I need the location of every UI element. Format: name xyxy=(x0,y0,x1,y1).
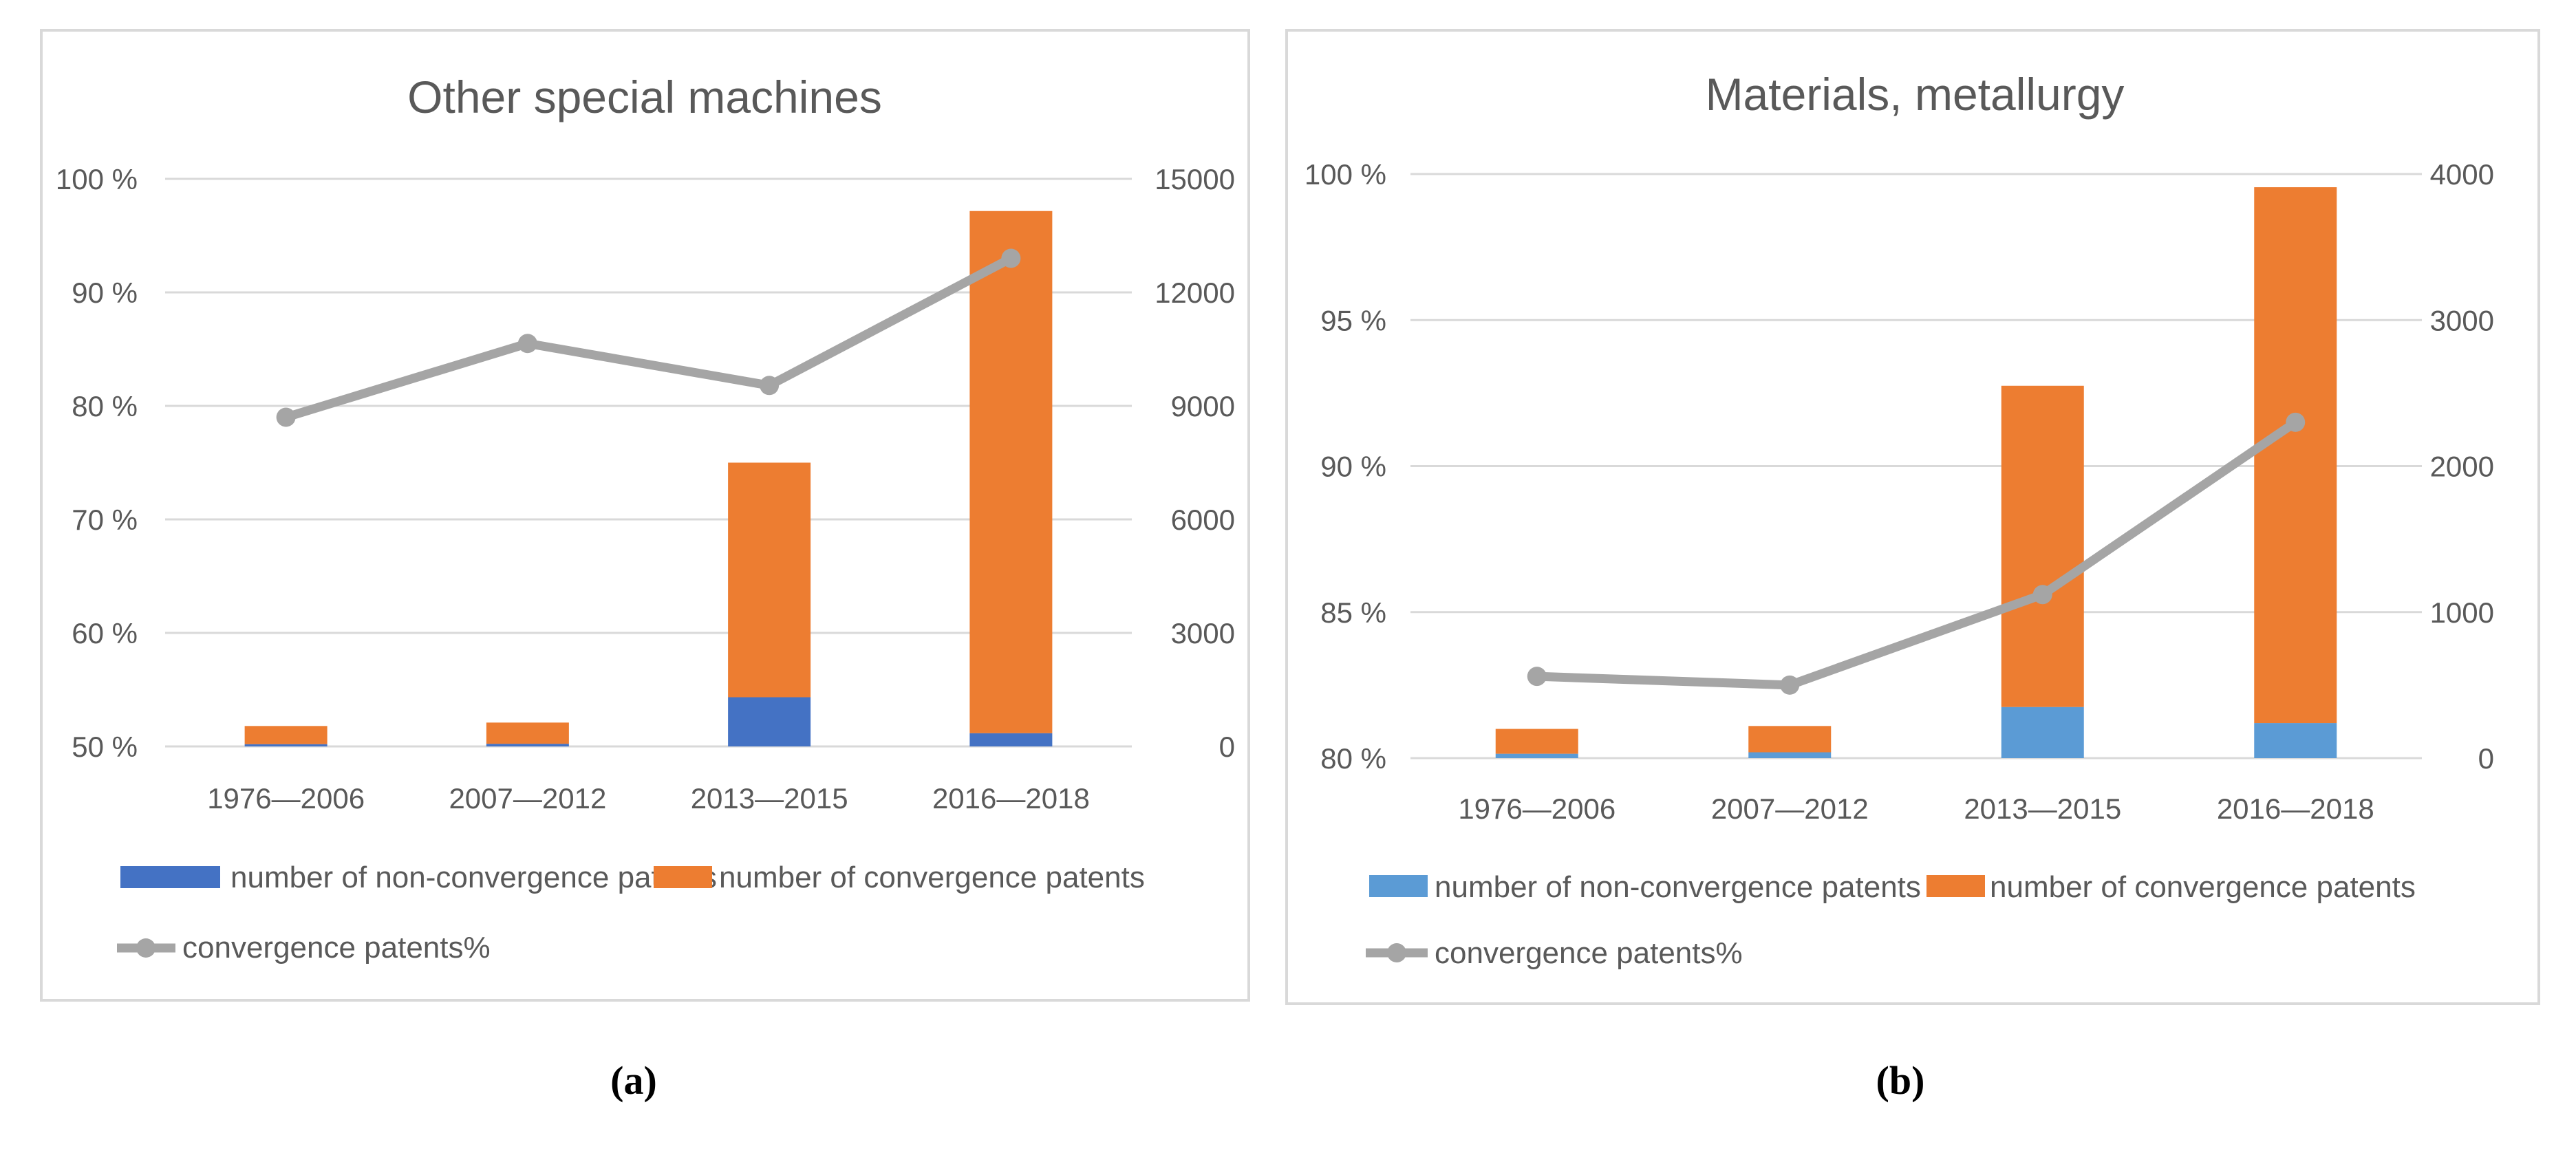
x-axis-ticks-a: 1976—2006 2007—2012 2013—2015 2016—2018 xyxy=(207,782,1090,815)
left-tick-label-b: 95 % xyxy=(1320,304,1386,336)
legend-label-line-b: convergence patents% xyxy=(1435,936,1743,970)
chart-frame-b xyxy=(1285,29,2540,1005)
line-point-a xyxy=(276,407,296,427)
line-point-a xyxy=(760,376,780,396)
right-tick-label-b: 3000 xyxy=(2430,304,2494,336)
legend-a: number of non-convergence patents number… xyxy=(117,861,1145,965)
left-tick-label-a: 100 % xyxy=(56,163,138,195)
right-tick-label-a: 3000 xyxy=(1171,617,1235,649)
x-tick-label-a: 2016—2018 xyxy=(932,782,1090,815)
line-point-b xyxy=(1780,675,1800,695)
bar-non-convergence-a xyxy=(244,744,328,746)
left-tick-label-a: 50 % xyxy=(72,731,138,763)
chart-frame-a xyxy=(40,29,1250,1002)
line-path-b xyxy=(1536,418,2298,690)
x-tick-label-a: 2013—2015 xyxy=(691,782,848,815)
line-series-a xyxy=(276,248,1021,427)
chart-panel-a: Other special machines 50 % 60 % 70 % 80 % 9… xyxy=(40,29,1250,1103)
line-point-b xyxy=(1527,667,1547,687)
legend-swatch-non-convergence-a xyxy=(120,866,220,888)
bar-convergence-b xyxy=(2001,385,2084,707)
bar-non-convergence-a xyxy=(969,733,1053,746)
bar-non-convergence-b xyxy=(1748,752,1832,758)
line-point-a xyxy=(517,334,537,354)
legend-marker-line-b xyxy=(1387,943,1406,962)
right-tick-label-b: 0 xyxy=(2478,742,2494,775)
panel-caption-b: (b) xyxy=(1876,1058,1925,1103)
line-point-a xyxy=(1001,248,1021,268)
legend-swatch-convergence-a xyxy=(654,866,712,888)
left-axis-ticks-b: 80 % 85 % 90 % 95 % 100 % xyxy=(1305,158,1386,775)
legend-label-non-convergence-b: number of non-convergence patents xyxy=(1435,870,1921,904)
left-tick-label-b: 100 % xyxy=(1305,158,1386,191)
bar-convergence-a xyxy=(728,462,811,698)
right-tick-label-a: 6000 xyxy=(1171,504,1235,536)
legend-label-line-a: convergence patents% xyxy=(182,931,491,965)
left-tick-label-b: 80 % xyxy=(1320,742,1386,775)
bars-b xyxy=(1495,187,2337,758)
bar-non-convergence-a xyxy=(728,697,811,746)
left-tick-label-b: 85 % xyxy=(1320,596,1386,629)
legend-label-non-convergence-a: number of non-convergence patents xyxy=(230,861,717,894)
bar-convergence-a xyxy=(486,722,569,744)
bar-non-convergence-a xyxy=(486,744,569,746)
legend-marker-line-a xyxy=(136,938,155,958)
bar-convergence-a xyxy=(244,726,328,744)
right-axis-ticks-b: 0 1000 2000 3000 4000 xyxy=(2430,158,2494,775)
x-tick-label-b: 2016—2018 xyxy=(2217,793,2374,825)
legend-label-convergence-a: number of convergence patents xyxy=(719,861,1145,894)
x-tick-label-b: 2013—2015 xyxy=(1964,793,2121,825)
right-tick-label-b: 1000 xyxy=(2430,596,2494,629)
left-axis-ticks-a: 50 % 60 % 70 % 80 % 90 % 100 % xyxy=(56,163,138,763)
legend-b: number of non-convergence patents number… xyxy=(1366,870,2416,970)
left-tick-label-a: 80 % xyxy=(72,390,138,422)
panel-caption-a: (a) xyxy=(610,1058,657,1103)
right-tick-label-b: 4000 xyxy=(2430,158,2494,191)
right-tick-label-a: 9000 xyxy=(1171,390,1235,422)
right-tick-label-a: 0 xyxy=(1219,731,1235,763)
bar-convergence-a xyxy=(969,211,1053,733)
chart-panel-b: Materials, metallurgy 80 % 85 % 90 % 95 % 10… xyxy=(1285,29,2540,1103)
line-point-b xyxy=(2032,585,2052,605)
left-tick-label-a: 70 % xyxy=(72,504,138,536)
right-axis-ticks-a: 0 3000 6000 9000 12000 15000 xyxy=(1155,163,1235,763)
x-tick-label-a: 1976—2006 xyxy=(207,782,365,815)
bar-convergence-b xyxy=(1748,726,1832,753)
bar-non-convergence-b xyxy=(2001,707,2084,758)
legend-label-convergence-b: number of convergence patents xyxy=(1990,870,2416,904)
bar-non-convergence-b xyxy=(2254,723,2337,758)
left-tick-label-a: 60 % xyxy=(72,617,138,649)
line-series-b xyxy=(1527,412,2306,695)
line-point-b xyxy=(2286,412,2306,432)
chart-title-a: Other special machines xyxy=(407,72,882,122)
legend-swatch-convergence-b xyxy=(1926,875,1985,897)
right-tick-label-a: 12000 xyxy=(1155,277,1235,309)
bar-non-convergence-b xyxy=(1495,753,1578,758)
x-tick-label-b: 1976—2006 xyxy=(1458,793,1616,825)
left-tick-label-b: 90 % xyxy=(1320,451,1386,483)
x-tick-label-b: 2007—2012 xyxy=(1711,793,1869,825)
bars-a xyxy=(244,211,1053,746)
gridlines-b xyxy=(1410,173,2422,759)
legend-swatch-non-convergence-b xyxy=(1369,875,1428,897)
right-tick-label-b: 2000 xyxy=(2430,451,2494,483)
right-tick-label-a: 15000 xyxy=(1155,163,1235,195)
bar-convergence-b xyxy=(1495,729,1578,754)
chart-title-b: Materials, metallurgy xyxy=(1706,69,2125,120)
x-tick-label-a: 2007—2012 xyxy=(449,782,606,815)
left-tick-label-a: 90 % xyxy=(72,277,138,309)
bar-convergence-b xyxy=(2254,187,2337,724)
x-axis-ticks-b: 1976—2006 2007—2012 2013—2015 2016—2018 xyxy=(1458,793,2374,825)
line-path-a xyxy=(284,254,1013,422)
